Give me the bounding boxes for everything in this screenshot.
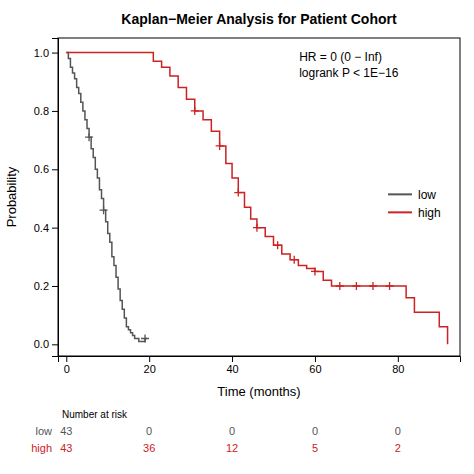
tick-label: 0.2: [34, 280, 49, 292]
axis-line: [59, 357, 461, 363]
censor-mark: [290, 256, 298, 264]
tick-label: 0.0: [34, 338, 49, 350]
censor-mark: [274, 241, 282, 249]
legend: low high: [388, 188, 441, 220]
tick-label: 20: [144, 363, 156, 375]
x-axis: 0 20 40 60 80: [59, 356, 461, 375]
risk-count: 0: [395, 425, 401, 437]
plot-frame: [58, 38, 460, 356]
tick-mark: [315, 356, 316, 362]
x-tick: 0: [64, 356, 70, 375]
annotation: HR = 0 (0 − Inf): [299, 50, 382, 64]
annotation: logrank P < 1E−16: [299, 66, 399, 80]
x-tick: 40: [226, 356, 238, 375]
tick-mark: [398, 356, 399, 362]
risk-count: 43: [60, 442, 72, 454]
y-tick: 0.2: [34, 280, 58, 292]
risk-table: Number at risk low 43 0 0 0 0 high 43 36 12 5 2: [31, 409, 401, 454]
survival-line: [66, 53, 447, 345]
risk-count: 2: [395, 442, 401, 454]
risk-count: 5: [312, 442, 318, 454]
legend-label: low: [418, 188, 436, 202]
y-axis: 0.0 0.2 0.4 0.6 0.8 1.0: [34, 39, 59, 357]
tick-label: 1.0: [34, 47, 49, 59]
risk-count: 0: [312, 425, 318, 437]
tick-mark: [149, 356, 150, 362]
risk-count: 36: [143, 442, 155, 454]
tick-mark: [52, 111, 58, 112]
censor-mark: [100, 206, 108, 214]
x-axis-label: Time (months): [217, 384, 300, 399]
censor-mark: [234, 189, 242, 197]
tick-mark: [52, 169, 58, 170]
censor-mark: [191, 107, 199, 115]
x-tick: 20: [144, 356, 156, 375]
legend-swatch: [388, 193, 412, 195]
y-axis-label: Probability: [4, 166, 19, 227]
censor-mark: [311, 267, 319, 275]
censor-mark: [386, 282, 394, 290]
tick-label: 0.8: [34, 105, 49, 117]
legend-swatch: [388, 211, 412, 213]
tick-mark: [66, 356, 67, 362]
censor-mark: [85, 133, 93, 141]
tick-mark: [52, 53, 58, 54]
y-tick: 0.0: [34, 338, 58, 350]
risk-count: 0: [146, 425, 152, 437]
risk-row-label: low: [35, 425, 52, 437]
censor-mark: [141, 334, 149, 342]
tick-label: 0.4: [34, 222, 49, 234]
tick-mark: [52, 286, 58, 287]
tick-mark: [52, 228, 58, 229]
risk-count: 0: [229, 425, 235, 437]
tick-mark: [232, 356, 233, 362]
axis-line: [52, 39, 59, 357]
tick-label: 40: [226, 363, 238, 375]
risk-count: 12: [226, 442, 238, 454]
tick-label: 0: [64, 363, 70, 375]
censor-mark: [216, 142, 224, 150]
x-tick: 80: [392, 356, 404, 375]
y-tick: 0.8: [34, 105, 58, 117]
censor-mark: [253, 224, 261, 232]
title: Kaplan−Meier Analysis for Patient Cohort: [121, 11, 397, 27]
y-tick: 1.0: [34, 47, 58, 59]
y-tick: 0.6: [34, 163, 58, 175]
marks: [66, 53, 447, 345]
risk-count: 43: [60, 425, 72, 437]
tick-label: 0.6: [34, 163, 49, 175]
censor-mark: [369, 282, 377, 290]
chart: 0204060800.00.20.40.60.81.0Time (months)…: [0, 0, 474, 474]
risk-row-label: high: [31, 442, 52, 454]
tick-mark: [52, 344, 58, 345]
survival-line: [66, 53, 147, 342]
censor-mark: [336, 282, 344, 290]
risk-table-title: Number at risk: [62, 409, 128, 420]
y-tick: 0.4: [34, 222, 58, 234]
legend-label: high: [418, 206, 441, 220]
x-tick: 60: [309, 356, 321, 375]
tick-label: 80: [392, 363, 404, 375]
censor-mark: [352, 282, 360, 290]
plot: 0204060800.00.20.40.60.81.0Time (months)…: [4, 38, 461, 454]
tick-label: 60: [309, 363, 321, 375]
